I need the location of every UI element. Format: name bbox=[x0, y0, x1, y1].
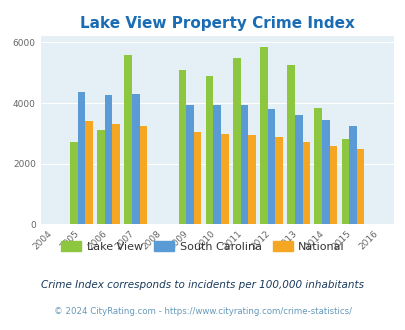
Bar bbox=[267, 109, 275, 224]
Text: Crime Index corresponds to incidents per 100,000 inhabitants: Crime Index corresponds to incidents per… bbox=[41, 280, 364, 290]
Bar bbox=[97, 130, 104, 224]
Legend: Lake View, South Carolina, National: Lake View, South Carolina, National bbox=[57, 237, 348, 256]
Bar bbox=[220, 134, 228, 224]
Bar bbox=[213, 105, 220, 224]
Bar bbox=[275, 137, 282, 224]
Bar bbox=[193, 132, 201, 224]
Bar bbox=[314, 108, 321, 224]
Bar bbox=[178, 70, 186, 224]
Bar bbox=[348, 126, 356, 224]
Bar bbox=[85, 121, 92, 224]
Bar bbox=[186, 105, 193, 224]
Bar bbox=[112, 124, 119, 224]
Bar bbox=[287, 65, 294, 224]
Bar bbox=[247, 135, 255, 224]
Bar bbox=[356, 149, 364, 224]
Bar bbox=[294, 115, 302, 224]
Title: Lake View Property Crime Index: Lake View Property Crime Index bbox=[79, 16, 354, 31]
Bar bbox=[260, 47, 267, 224]
Bar bbox=[77, 92, 85, 224]
Bar bbox=[302, 142, 309, 224]
Bar bbox=[70, 143, 77, 224]
Bar bbox=[232, 57, 240, 224]
Bar bbox=[205, 76, 213, 224]
Bar bbox=[240, 105, 247, 224]
Text: © 2024 CityRating.com - https://www.cityrating.com/crime-statistics/: © 2024 CityRating.com - https://www.city… bbox=[54, 307, 351, 316]
Bar bbox=[341, 140, 348, 224]
Bar bbox=[104, 95, 112, 224]
Bar bbox=[321, 120, 329, 224]
Bar bbox=[329, 146, 337, 224]
Bar bbox=[124, 54, 132, 224]
Bar bbox=[139, 126, 147, 224]
Bar bbox=[132, 94, 139, 224]
